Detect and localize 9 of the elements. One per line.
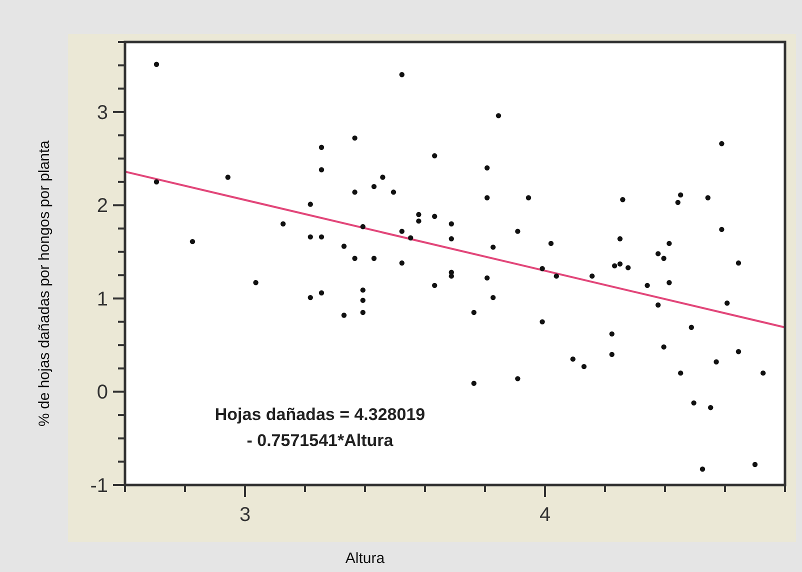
x-axis-title: Altura bbox=[345, 550, 386, 567]
y-axis-title: % de hojas dañadas por hongos por planta bbox=[36, 140, 53, 427]
y-tick-label: -1 bbox=[90, 475, 108, 497]
y-tick-label: 1 bbox=[96, 288, 108, 310]
x-tick-label: 4 bbox=[539, 504, 551, 526]
y-tick-label: 3 bbox=[96, 102, 108, 124]
y-tick-label: 0 bbox=[96, 382, 108, 404]
annotation: Hojas dañadas = 4.328019 - 0.7571541*Altura bbox=[214, 405, 426, 450]
y-tick-label: 2 bbox=[96, 195, 108, 218]
